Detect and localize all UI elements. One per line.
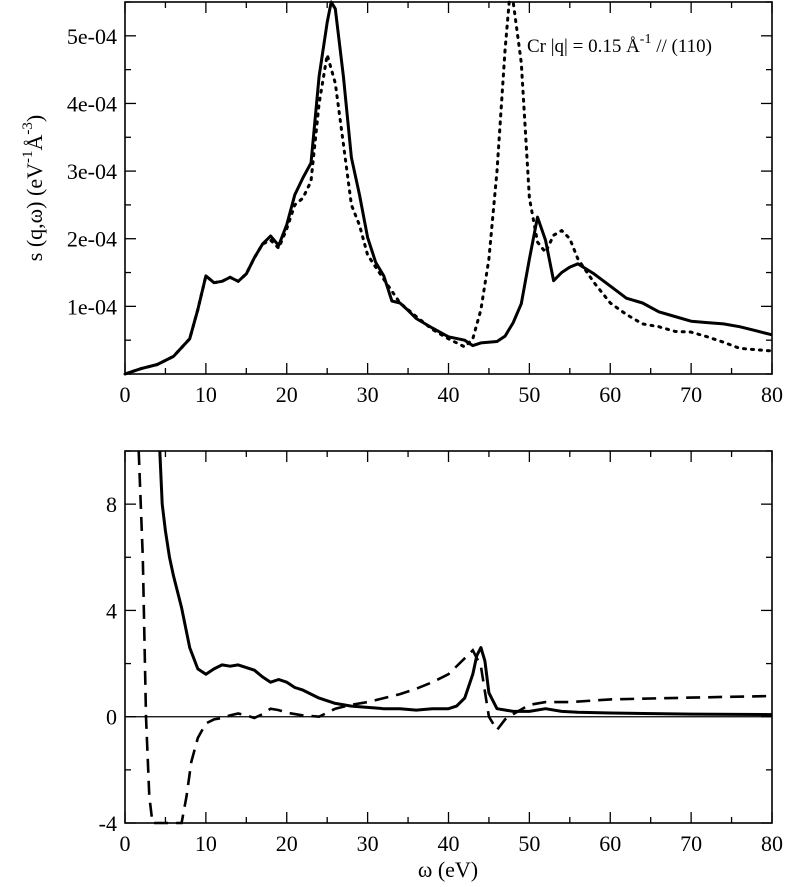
top-y-tick-label: 3e-04 bbox=[67, 159, 117, 184]
top-y-tick-label: 4e-04 bbox=[67, 91, 117, 116]
bottom-x-tick-label: 80 bbox=[761, 831, 783, 856]
top-y-axis-title-main: s (q,ω) (eV bbox=[22, 163, 47, 261]
bottom-x-axis-title: ω (eV) bbox=[418, 857, 478, 882]
top-ticks-group bbox=[124, 1, 773, 375]
bottom-plot-frame bbox=[124, 450, 773, 824]
top-x-tick-label: 40 bbox=[438, 382, 460, 407]
top-y-axis-title-sup2: -3 bbox=[20, 122, 36, 135]
bottom-y-tick-label: 0 bbox=[106, 705, 117, 730]
top-annotation-rest: // (110) bbox=[651, 36, 712, 57]
top-x-tick-label: 10 bbox=[195, 382, 217, 407]
top-y-axis-title: s (q,ω) (eV-1Å-3) bbox=[20, 115, 47, 261]
bottom-y-tick-label: -4 bbox=[99, 811, 117, 836]
top-y-axis-title-sup1: -1 bbox=[20, 151, 36, 164]
bottom-x-tick-label: 10 bbox=[195, 831, 217, 856]
top-annotation: Cr |q| = 0.15 Å-1 // (110) bbox=[527, 32, 712, 57]
top-x-tick-label: 70 bbox=[680, 382, 702, 407]
bottom-series-group bbox=[137, 450, 773, 825]
bottom-x-tick-label: 0 bbox=[120, 831, 131, 856]
top-series-solid-line bbox=[124, 0, 773, 376]
top-series-group bbox=[123, 0, 774, 376]
bottom-series-solid-line bbox=[158, 450, 773, 717]
bottom-y-tick-label: 4 bbox=[106, 598, 117, 623]
top-y-axis-title-end: ) bbox=[22, 115, 47, 122]
top-panel: 0 10 20 30 40 50 60 70 80 1e-04 2e-04 3e-04 4e-04 5e-… bbox=[20, 0, 783, 407]
bottom-ticks-group bbox=[124, 450, 773, 824]
top-series-dotted-line bbox=[123, 0, 774, 376]
top-y-tick-label: 1e-04 bbox=[67, 294, 117, 319]
top-y-tick-label: 5e-04 bbox=[67, 24, 117, 49]
top-x-tick-label: 60 bbox=[599, 382, 621, 407]
top-x-tick-label: 80 bbox=[761, 382, 783, 407]
bottom-x-tick-label: 40 bbox=[438, 831, 460, 856]
top-x-tick-label: 0 bbox=[120, 382, 131, 407]
top-plot-frame bbox=[124, 1, 773, 375]
bottom-x-tick-label: 70 bbox=[680, 831, 702, 856]
top-x-tick-label: 20 bbox=[276, 382, 298, 407]
bottom-x-tick-label: 60 bbox=[599, 831, 621, 856]
top-y-tick-label: 2e-04 bbox=[67, 227, 117, 252]
top-tick-labels-group: 0 10 20 30 40 50 60 70 80 1e-04 2e-04 3e-04 4e-04 5e-… bbox=[67, 24, 783, 407]
top-annotation-sup: -1 bbox=[640, 32, 652, 47]
bottom-x-tick-label: 20 bbox=[276, 831, 298, 856]
bottom-x-tick-label: 30 bbox=[357, 831, 379, 856]
top-annotation-main: Cr |q| = 0.15 Å bbox=[527, 36, 640, 57]
top-y-axis-title-angstrom: Å bbox=[22, 135, 47, 151]
bottom-series-dashed-line bbox=[137, 450, 773, 825]
top-x-tick-label: 30 bbox=[357, 382, 379, 407]
top-x-tick-label: 50 bbox=[518, 382, 540, 407]
bottom-x-tick-label: 50 bbox=[518, 831, 540, 856]
bottom-y-tick-label: 8 bbox=[106, 492, 117, 517]
